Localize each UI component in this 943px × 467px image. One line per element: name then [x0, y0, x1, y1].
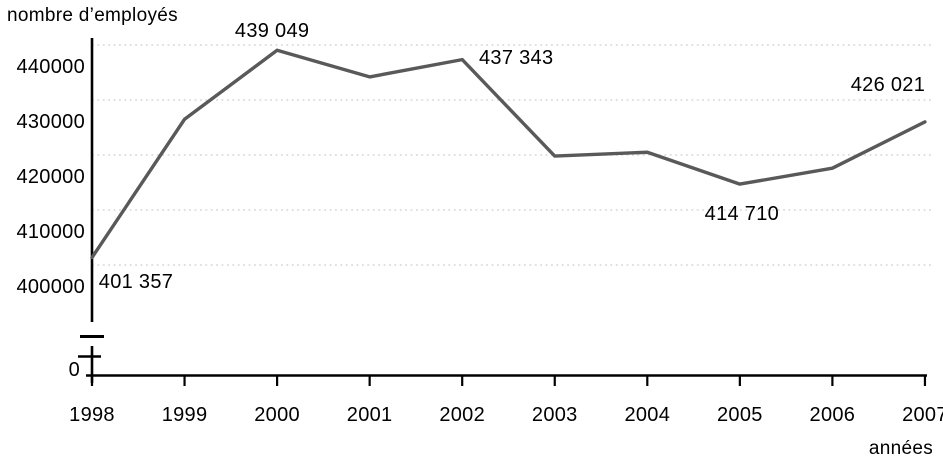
x-tick-label: 2004 [624, 404, 671, 426]
data-point-label: 401 357 [98, 270, 174, 293]
x-axis-title: années [868, 438, 933, 459]
x-tick-label: 2006 [809, 404, 856, 426]
data-point-label: 426 021 [850, 73, 926, 96]
y-tick-label: 420000 [16, 166, 85, 188]
y-tick-label: 410000 [16, 221, 85, 243]
x-tick-label: 1998 [69, 404, 115, 426]
x-tick-label: 1999 [161, 404, 208, 426]
x-tick-label: 2005 [716, 404, 763, 426]
y-origin-label: 0 [68, 359, 80, 381]
data-point-label: 414 710 [704, 203, 780, 226]
x-tick-label: 2007 [902, 404, 943, 426]
y-tick-label: 400000 [16, 276, 85, 298]
y-tick-label: 440000 [16, 56, 85, 78]
employees-series-line [90, 48, 927, 260]
x-tick-label: 2000 [254, 404, 300, 426]
data-point-label: 437 343 [478, 46, 554, 69]
x-tick-label: 2001 [346, 404, 393, 426]
x-tick-label: 2002 [439, 404, 486, 426]
y-axis-title: nombre d’employés [7, 5, 178, 26]
data-point-label: 439 049 [234, 20, 310, 43]
y-tick-label: 430000 [16, 111, 85, 133]
x-tick-label: 2003 [531, 404, 578, 426]
